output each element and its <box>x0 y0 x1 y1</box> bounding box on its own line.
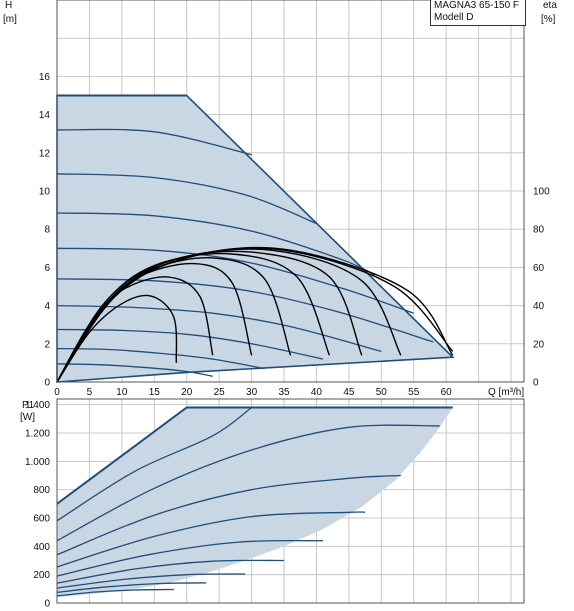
x-tick-label: 50 <box>376 387 388 398</box>
power-curve-3 <box>56 424 440 542</box>
x-axis-label: Q [m³/h] <box>488 387 524 398</box>
eta-y-tick-labels: 0 20 40 60 80 100 <box>533 187 550 389</box>
power-y-tick-label: 600 <box>33 514 50 525</box>
x-tick-label: 60 <box>441 387 453 398</box>
eta-y-unit: [%] <box>541 14 556 25</box>
eta-y-tick-label: 0 <box>533 378 539 389</box>
head-curve-2 <box>56 128 252 156</box>
power-curve-5 <box>56 511 366 568</box>
power-curve-7 <box>56 559 285 584</box>
head-y-tick-label: 14 <box>39 110 51 121</box>
x-tick-label: 45 <box>343 387 355 398</box>
head-curve-6 <box>56 278 434 343</box>
x-tick-label: 10 <box>116 387 128 398</box>
x-tick-label: 5 <box>87 387 93 398</box>
power-y-tick-label: 1.400 <box>25 400 50 411</box>
x-tick-label: 20 <box>181 387 193 398</box>
x-tick-label: 40 <box>311 387 323 398</box>
head-y-tick-labels: 0 2 4 6 8 10 12 14 16 <box>39 72 51 389</box>
head-curve-9 <box>56 347 265 370</box>
power-y-tick-label: 1.200 <box>25 429 50 440</box>
power-y-unit: [W] <box>20 412 35 423</box>
x-tick-label: 15 <box>149 387 161 398</box>
efficiency-curve-9 <box>56 246 454 383</box>
power-curve-6 <box>56 539 323 577</box>
power-curve-10 <box>56 588 174 597</box>
head-y-tick-label: 0 <box>44 378 50 389</box>
x-tick-label: 25 <box>214 387 226 398</box>
eta-y-label: eta <box>543 0 557 11</box>
head-plot-border <box>56 0 525 383</box>
power-y-tick-label: 1.000 <box>25 457 50 468</box>
power-plot-border <box>56 398 525 604</box>
power-operating-area <box>57 407 453 598</box>
head-curve-4 <box>56 212 376 276</box>
head-x-tick-labels: 0 5 10 15 20 25 30 35 40 45 50 55 60 <box>54 387 452 398</box>
power-curve-9 <box>56 582 207 594</box>
head-y-tick-label: 8 <box>44 225 50 236</box>
head-curve-3 <box>56 173 317 225</box>
power-curves <box>56 406 453 597</box>
power-curve-2 <box>56 406 252 522</box>
head-y-tick-label: 6 <box>44 263 50 274</box>
head-curve-7 <box>56 304 382 353</box>
head-curves <box>56 94 434 377</box>
x-tick-label: 0 <box>54 387 60 398</box>
x-tick-label: 35 <box>278 387 290 398</box>
head-y-tick-label: 12 <box>39 148 51 159</box>
efficiency-curves <box>56 246 454 383</box>
power-y-tick-label: 400 <box>33 542 50 553</box>
head-y-unit: [m] <box>3 14 17 25</box>
legend-model-variant: Modell D <box>434 12 474 23</box>
power-plot: 0 200 400 600 800 1.000 1.200 1.400 P1 [W] <box>20 398 525 610</box>
power-curve-8 <box>56 573 246 589</box>
eta-y-tick-label: 100 <box>533 187 550 198</box>
head-y-tick-label: 2 <box>44 339 50 350</box>
head-curve-5 <box>56 247 414 314</box>
eta-y-tick-label: 40 <box>533 301 545 312</box>
power-y-tick-labels: 0 200 400 600 800 1.000 1.200 1.400 <box>25 400 50 609</box>
head-y-tick-label: 4 <box>44 301 50 312</box>
power-y-tick-label: 200 <box>33 570 50 581</box>
eta-y-tick-label: 80 <box>533 225 545 236</box>
eta-y-tick-label: 60 <box>533 263 545 274</box>
efficiency-curve-1 <box>56 294 178 383</box>
head-curve-8 <box>56 328 324 360</box>
head-plot: 0 5 10 15 20 25 30 35 40 45 50 55 60 0 2 4 6 8 10 12 14 16 0… <box>3 0 557 398</box>
power-curve-1 <box>56 406 453 505</box>
power-y-label: P1 <box>22 400 35 411</box>
head-y-tick-label: 10 <box>39 187 51 198</box>
power-curve-4 <box>56 474 401 556</box>
power-y-tick-label: 800 <box>33 485 50 496</box>
power-y-tick-label: 0 <box>44 599 50 610</box>
head-curve-10 <box>56 363 213 377</box>
legend-model-name: MAGNA3 65-150 F <box>434 0 520 11</box>
x-tick-label: 55 <box>408 387 420 398</box>
eta-y-tick-label: 20 <box>533 339 545 350</box>
legend-box: MAGNA3 65-150 F Modell D <box>430 0 526 26</box>
head-y-label: H <box>5 0 12 11</box>
x-tick-label: 30 <box>246 387 258 398</box>
head-y-tick-label: 16 <box>39 72 51 83</box>
